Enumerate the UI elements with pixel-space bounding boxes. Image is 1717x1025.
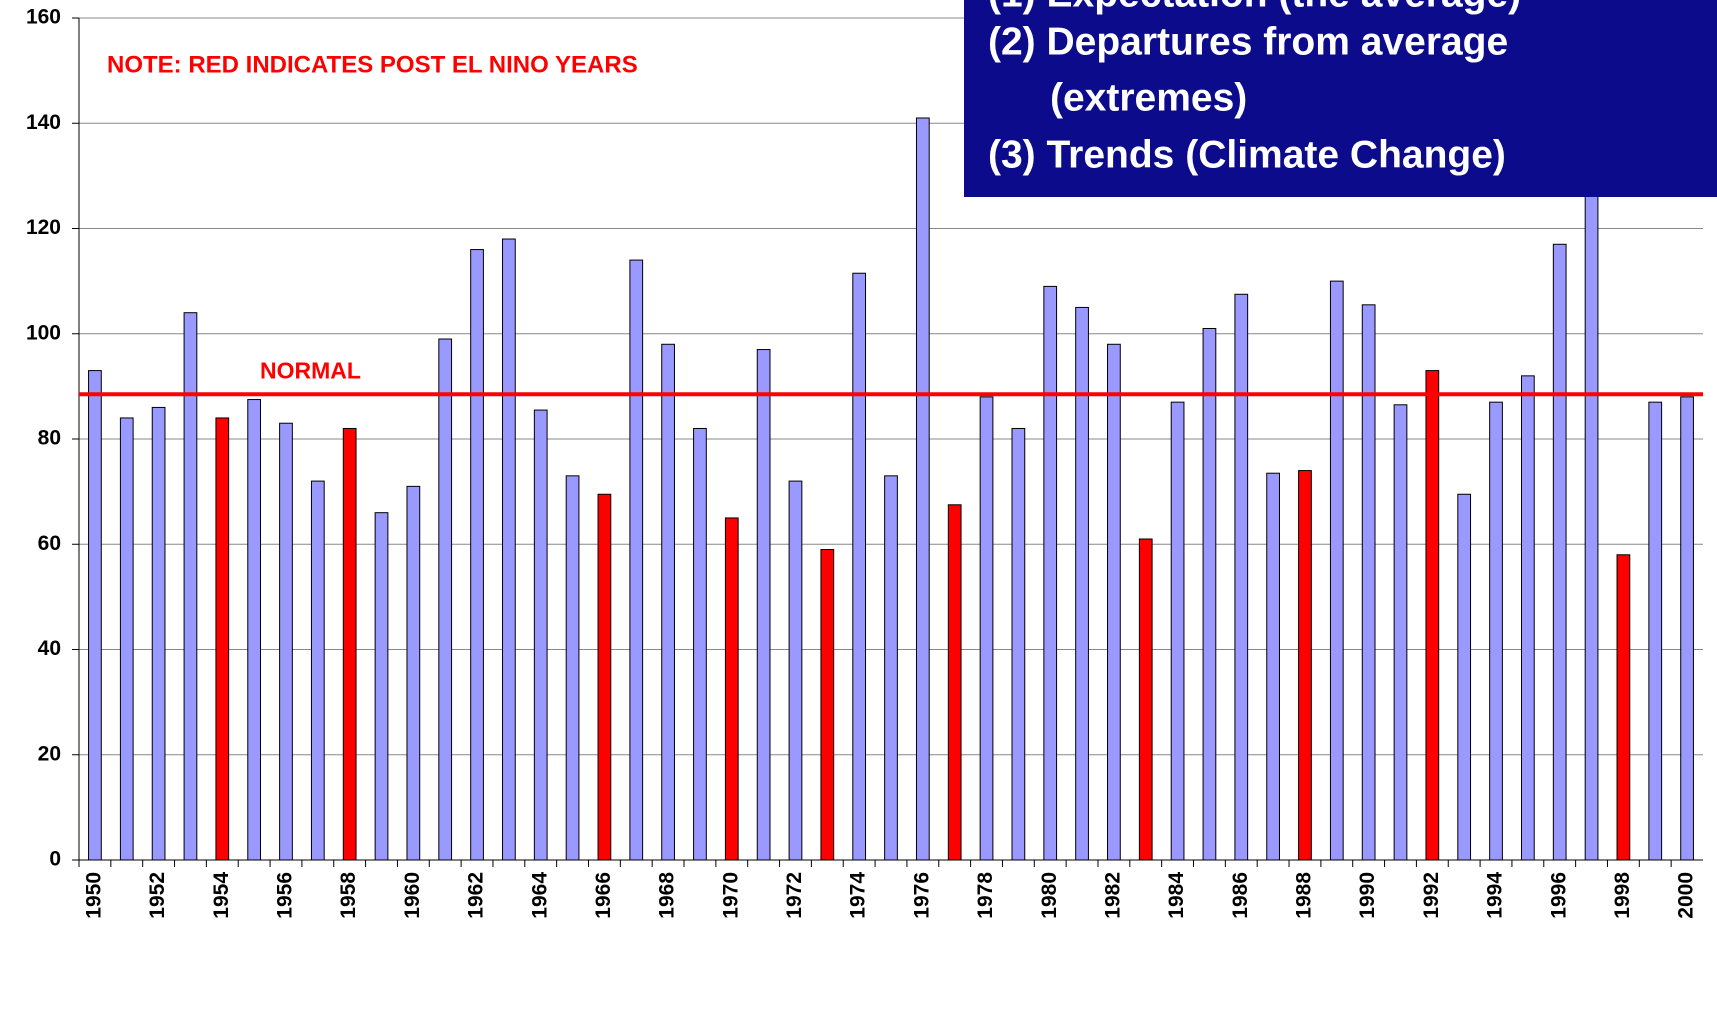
x-tick-label: 1962: [465, 872, 488, 919]
bar: [1043, 285, 1058, 861]
bar: [247, 399, 262, 861]
bar: [88, 370, 102, 861]
bar: [1616, 554, 1631, 861]
x-tick-label: 1970: [719, 872, 742, 919]
bar: [661, 343, 675, 861]
x-tick-label: 1978: [974, 872, 997, 919]
x-tick-label: 1966: [592, 872, 615, 919]
x-tick-label: 1974: [847, 872, 870, 919]
bar: [1329, 280, 1344, 861]
y-tick-label: 140: [26, 111, 61, 134]
bar: [1584, 138, 1599, 861]
bar: [1648, 401, 1663, 861]
x-tick-label: 1976: [910, 872, 933, 919]
bar: [915, 117, 930, 861]
bar: [533, 409, 548, 861]
bar: [1138, 538, 1153, 861]
x-tick-label: 1986: [1229, 872, 1252, 919]
bar: [884, 475, 898, 861]
bar: [1552, 243, 1567, 861]
bar: [947, 504, 962, 861]
bar: [1075, 306, 1089, 861]
bar: [724, 517, 739, 861]
bar: [374, 512, 389, 861]
bar: [342, 427, 357, 861]
y-tick-label: 0: [49, 848, 61, 871]
bar: [279, 422, 293, 861]
y-tick-label: 160: [26, 6, 61, 29]
bar: [1457, 493, 1472, 861]
x-tick-label: 1998: [1611, 872, 1634, 919]
bar: [1234, 293, 1249, 861]
bar: [1680, 396, 1694, 861]
bar: [693, 427, 707, 861]
info-box-bg: [964, 0, 1717, 197]
bar: [1107, 343, 1121, 861]
bar: [1202, 327, 1217, 861]
bar: [1266, 472, 1280, 861]
bar: [502, 238, 516, 861]
x-tick-label: 1964: [528, 872, 551, 919]
x-tick-label: 1984: [1165, 872, 1188, 919]
bar: [1011, 427, 1026, 861]
x-tick-label: 1968: [656, 872, 679, 919]
y-tick-label: 120: [26, 216, 61, 239]
bar: [119, 417, 134, 861]
x-tick-label: 1960: [401, 872, 424, 919]
y-tick-label: 80: [38, 427, 61, 450]
bar: [756, 349, 771, 861]
x-tick-label: 1994: [1484, 872, 1507, 919]
bar: [979, 396, 994, 861]
y-tick-label: 20: [38, 742, 61, 765]
bar: [438, 338, 453, 861]
bar: [1520, 375, 1535, 861]
bar: [1298, 470, 1312, 861]
x-tick-label: 1992: [1420, 872, 1443, 919]
x-tick-label: 1988: [1293, 872, 1316, 919]
x-tick-label: 1954: [210, 872, 233, 919]
bar: [1170, 401, 1185, 861]
bar: [470, 249, 484, 861]
info-box-line: (2) Departures from average: [988, 20, 1508, 63]
bar: [1361, 304, 1376, 861]
note: NOTE: RED INDICATES POST EL NINO YEARS: [107, 51, 638, 78]
x-tick-label: 1958: [337, 872, 360, 919]
bar: [183, 312, 198, 861]
info-box-line: (3) Trends (Climate Change): [988, 133, 1506, 176]
bar: [629, 259, 644, 861]
bar: [1489, 401, 1503, 861]
bar: [597, 493, 612, 861]
x-tick-label: 1972: [783, 872, 806, 919]
normal-label: NORMAL: [260, 357, 361, 383]
bar: [565, 475, 580, 861]
y-tick-label: 100: [26, 321, 61, 344]
bar: [310, 480, 325, 861]
x-tick-label: 1952: [146, 872, 169, 919]
x-tick-label: 1956: [274, 872, 297, 919]
bar: [1425, 370, 1440, 861]
x-tick-label: 1990: [1356, 872, 1379, 919]
bar: [820, 549, 835, 861]
bar: [1393, 404, 1408, 861]
y-tick-label: 60: [38, 532, 61, 555]
bar: [788, 480, 803, 861]
bar: [852, 272, 867, 861]
x-tick-label: 2000: [1675, 872, 1698, 919]
x-tick-label: 1980: [1038, 872, 1061, 919]
info-box-line: (extremes): [1050, 76, 1247, 119]
info-box: (1) Expectation (the average) (2) Departu…: [964, 0, 1717, 197]
bar: [406, 485, 421, 861]
x-tick-label: 1996: [1547, 872, 1570, 919]
info-box-line: (1) Expectation (the average): [988, 0, 1521, 15]
bar: [215, 417, 230, 861]
y-tick-label: 40: [38, 637, 61, 660]
bar: [151, 406, 166, 861]
x-tick-label: 1982: [1101, 872, 1124, 919]
x-tick-label: 1950: [82, 872, 105, 919]
